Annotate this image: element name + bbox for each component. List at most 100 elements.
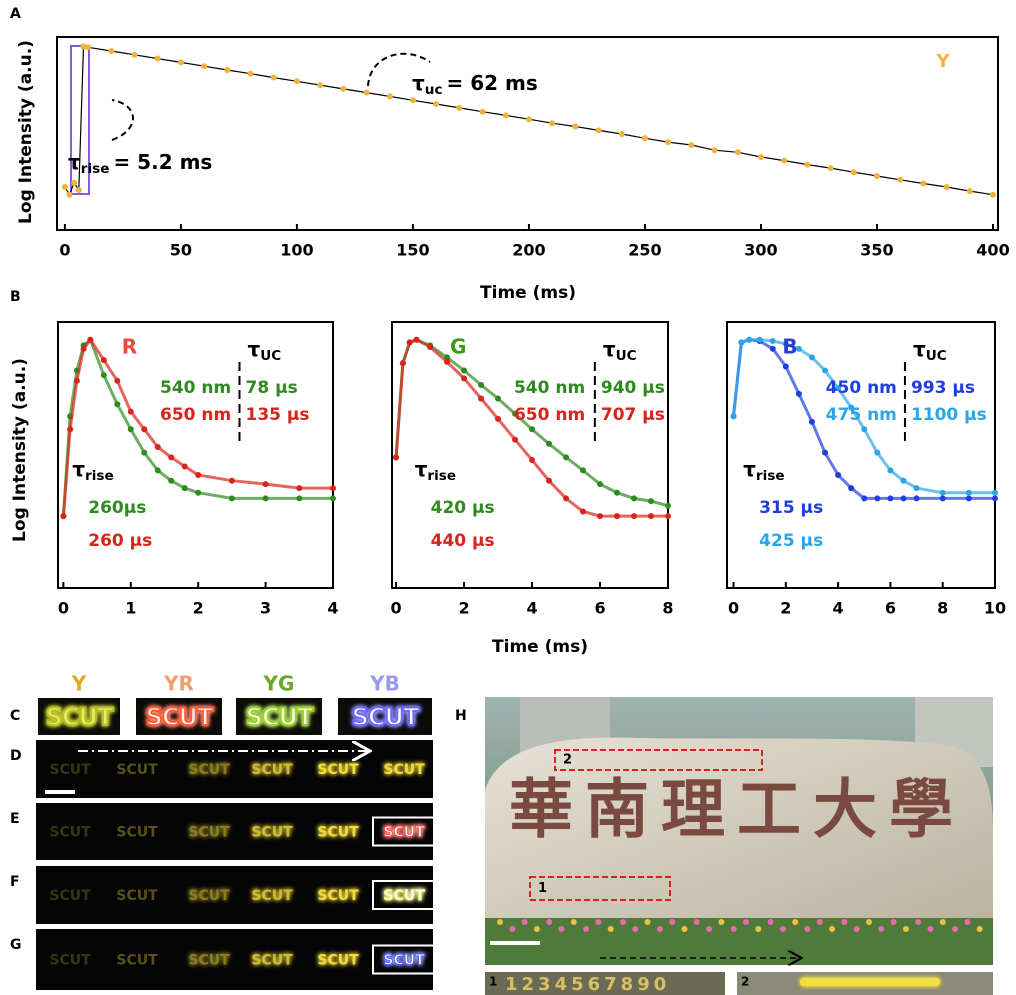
data-point — [809, 354, 815, 360]
data-point — [631, 495, 637, 501]
x-tick-label: 300 — [744, 241, 777, 260]
data-point — [648, 513, 654, 519]
data-point — [966, 495, 972, 501]
data-point — [614, 513, 620, 519]
annotation-part: uc — [425, 82, 443, 98]
x-axis-label: Time (ms) — [480, 283, 576, 303]
flower — [841, 919, 847, 925]
data-point — [861, 495, 867, 501]
panel-label: D — [10, 748, 22, 764]
data-point — [201, 63, 207, 69]
flower — [940, 919, 946, 925]
x-tick-label: 1 — [125, 599, 136, 618]
strip-label: 1 — [489, 975, 497, 989]
flower — [915, 919, 921, 925]
y-axis-label: Log Intensity (a.u.) — [10, 358, 30, 542]
data-point — [770, 338, 776, 344]
x-tick-label: 6 — [885, 599, 896, 618]
data-point — [642, 135, 648, 141]
glow-text: SCUT — [352, 703, 420, 731]
legend-label: 450 nm — [826, 378, 897, 398]
annotation-part: rise — [427, 468, 456, 484]
glow-text: SCUT — [146, 703, 214, 731]
x-tick-label: 8 — [937, 599, 948, 618]
annotation-part: rise — [756, 468, 785, 484]
rise-value: 420 µs — [431, 498, 495, 518]
glow-text: SCUT — [317, 953, 359, 969]
data-point — [444, 359, 450, 365]
data-point — [563, 495, 569, 501]
annotation-part: rise — [81, 161, 110, 177]
data-point — [967, 188, 973, 194]
x-tick-label: 0 — [391, 599, 402, 618]
glow-text: SCUT — [251, 888, 293, 904]
flower — [731, 926, 737, 932]
data-point — [131, 52, 137, 58]
series-line — [63, 340, 333, 516]
data-point — [400, 360, 406, 366]
panel-label: A — [10, 6, 21, 22]
data-point — [296, 485, 302, 491]
panel-label: B — [10, 289, 21, 305]
glow-text: SCUT — [188, 953, 230, 969]
data-point — [364, 90, 370, 96]
flower — [878, 926, 884, 932]
glow-text: SCUT — [188, 888, 230, 904]
streak — [800, 978, 940, 986]
panel-label: C — [10, 708, 20, 724]
annotation: τrise — [415, 457, 456, 485]
glow-text: SCUT — [251, 953, 293, 969]
annotation: τuc= 62 ms — [412, 71, 538, 99]
data-point — [900, 478, 906, 484]
data-point — [546, 478, 552, 484]
glow-text: SCUT — [46, 703, 114, 731]
data-point — [155, 467, 161, 473]
data-point — [944, 184, 950, 190]
glow-text: SCUT — [246, 703, 314, 731]
data-point — [155, 444, 161, 450]
data-point — [966, 490, 972, 496]
annotation-part: UC — [926, 348, 947, 364]
strip-label: 2 — [741, 975, 749, 989]
x-tick-label: 2 — [780, 599, 791, 618]
annotation-curve — [112, 100, 133, 140]
data-point — [294, 78, 300, 84]
data-point — [108, 48, 114, 54]
data-point — [81, 346, 87, 352]
annotation: τrise — [72, 457, 113, 485]
rise-value: 440 µs — [431, 531, 495, 551]
x-tick-label: 2 — [458, 599, 469, 618]
x-tick-label: 0 — [58, 599, 69, 618]
rise-value: 260µs — [88, 498, 146, 518]
data-point — [512, 437, 518, 443]
data-point — [597, 481, 603, 487]
data-point — [296, 495, 302, 501]
data-point — [757, 337, 763, 343]
x-tick-label: 4 — [526, 599, 537, 618]
flower — [829, 926, 835, 932]
tile-label: Y — [71, 672, 87, 696]
glow-text: SCUT — [317, 888, 359, 904]
glow-text: SCUT — [317, 762, 359, 778]
flower — [534, 926, 540, 932]
data-point — [114, 401, 120, 407]
data-point — [461, 375, 467, 381]
data-point — [141, 426, 147, 432]
data-point — [128, 426, 134, 432]
chart-title: B — [782, 335, 797, 359]
data-point — [407, 339, 413, 345]
data-point — [781, 158, 787, 164]
flower — [903, 926, 909, 932]
glow-text: SCUT — [116, 825, 158, 841]
glow-text: SCUT — [49, 762, 91, 778]
data-point — [76, 187, 82, 193]
flower — [755, 926, 761, 932]
image-row — [36, 740, 433, 798]
data-point — [433, 101, 439, 107]
flowers — [485, 918, 993, 965]
data-point — [596, 127, 602, 133]
data-point — [914, 485, 920, 491]
flower — [805, 926, 811, 932]
strip-text: 1234567890 — [505, 974, 670, 995]
data-point — [393, 454, 399, 460]
